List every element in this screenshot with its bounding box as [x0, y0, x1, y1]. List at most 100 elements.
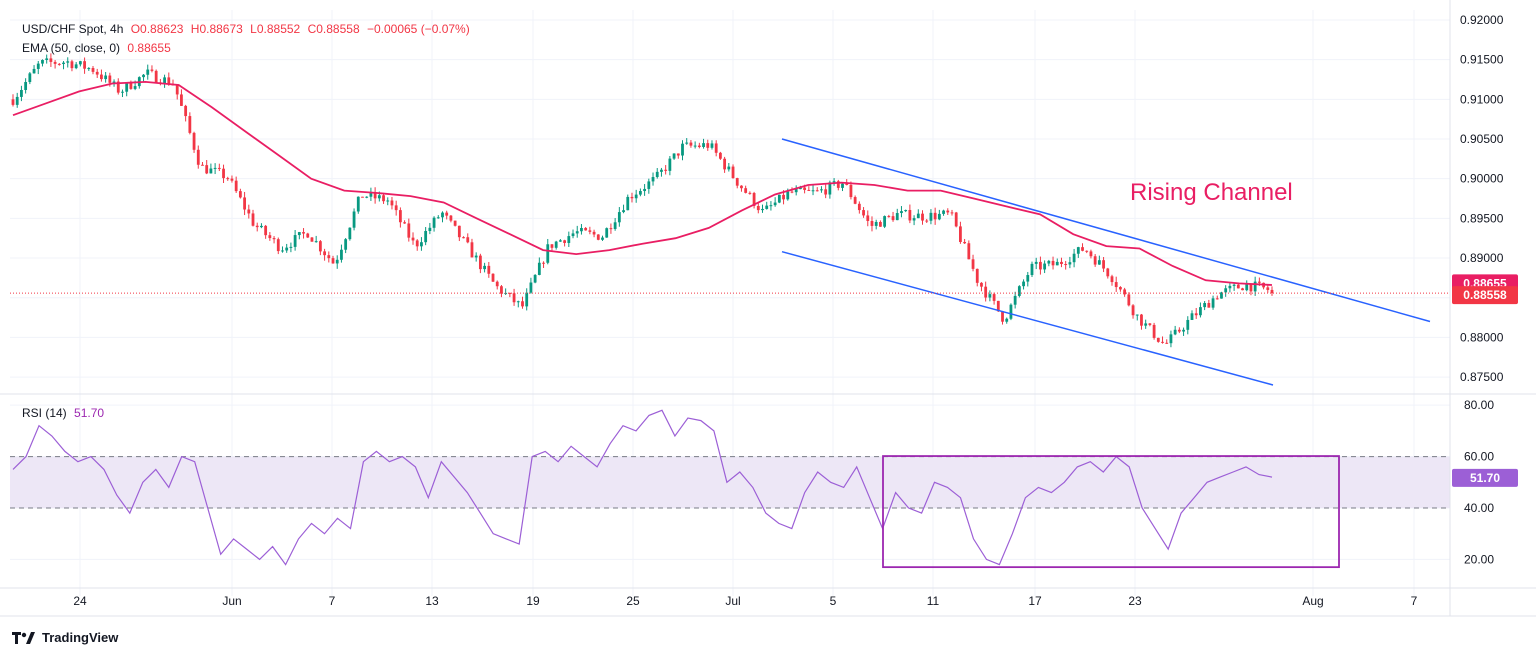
candle-body	[184, 105, 188, 117]
candle-body	[1106, 268, 1110, 277]
candle-body	[175, 84, 179, 95]
candle-body	[567, 236, 571, 243]
candle-body	[49, 58, 53, 62]
candle-body	[167, 77, 171, 85]
candle-body	[643, 188, 647, 192]
candle-body	[24, 82, 28, 90]
candle-body	[57, 63, 61, 65]
candle-body	[1215, 298, 1219, 300]
last-price-tag: 0.88558	[1463, 288, 1507, 302]
x-tick-label: 7	[1411, 594, 1418, 608]
axes: 24 Jun 7 13 19 25 Jul 5 11 17 23 Aug 7 0.92000 0.91500…	[0, 0, 1536, 617]
candle-body	[1085, 250, 1089, 252]
symbol-title[interactable]: USD/CHF Spot, 4h	[22, 22, 124, 36]
candle-body	[1110, 276, 1114, 283]
candle-body	[121, 91, 124, 93]
candle-body	[289, 246, 293, 248]
candle-body	[857, 203, 861, 211]
candle-body	[601, 237, 604, 240]
candle-body	[483, 265, 486, 270]
candle-body	[1034, 261, 1038, 264]
candle-body	[900, 211, 903, 214]
candle-body	[209, 168, 213, 174]
candle-body	[946, 210, 950, 213]
candle-body	[664, 169, 668, 171]
candle-body	[723, 158, 727, 170]
candle-body	[811, 190, 815, 192]
candle-body	[436, 217, 440, 219]
candle-body	[1169, 334, 1173, 344]
candle-body	[91, 68, 95, 72]
candle-body	[891, 216, 895, 221]
candle-body	[546, 244, 550, 263]
candle-body	[904, 209, 908, 212]
rsi-band-fill	[10, 456, 1450, 508]
candle-body	[462, 237, 465, 239]
candle-body	[1253, 281, 1257, 292]
candle-body	[382, 195, 385, 202]
tradingview-logo[interactable]: TradingView	[12, 630, 118, 645]
candle-body	[1194, 313, 1198, 316]
ema-label[interactable]: EMA (50, close, 0)	[22, 41, 121, 55]
candle-body	[916, 213, 920, 219]
candle-body	[1232, 284, 1236, 286]
candle-body	[756, 205, 760, 211]
rsi-label[interactable]: RSI (14)	[22, 406, 67, 420]
candle-body	[1097, 260, 1101, 265]
candle-body	[584, 227, 588, 231]
candle-body	[1064, 264, 1068, 266]
candle-body	[234, 180, 238, 192]
candle-body	[125, 82, 129, 92]
candle-body	[230, 178, 234, 181]
channel-annotation: Rising Channel	[1130, 179, 1293, 206]
candle-body	[655, 171, 659, 178]
candle-body	[180, 94, 183, 106]
x-tick-label: 24	[73, 594, 87, 608]
y-tick-label: 0.91000	[1460, 92, 1504, 106]
candle-body	[803, 187, 807, 190]
candle-body	[344, 239, 348, 250]
candle-body	[386, 200, 390, 202]
candle-body	[1093, 256, 1097, 265]
x-tick-label: Aug	[1302, 594, 1323, 608]
candle-body	[786, 191, 790, 200]
candle-body	[887, 216, 891, 218]
y-tick-label: 0.90000	[1460, 172, 1504, 186]
ema-value: 0.88655	[127, 41, 171, 55]
candle-body	[1186, 319, 1190, 330]
candle-body	[714, 143, 718, 153]
candle-body	[1022, 281, 1025, 287]
candle-body	[146, 69, 150, 75]
candle-body	[323, 251, 326, 256]
candle-body	[276, 239, 280, 252]
candle-body	[824, 189, 828, 195]
candle-body	[1127, 294, 1131, 306]
candle-body	[605, 228, 609, 238]
candle-body	[272, 238, 276, 240]
candle-body	[984, 286, 988, 298]
candle-body	[820, 189, 823, 191]
candle-body	[971, 259, 975, 269]
candle-body	[306, 233, 310, 238]
candle-body	[895, 213, 899, 221]
candle-body	[685, 142, 689, 144]
ema-path	[12, 80, 1273, 286]
rsi-tick-label: 40.00	[1464, 501, 1494, 515]
rsi-tick-label: 60.00	[1464, 450, 1494, 464]
candle-body	[1257, 281, 1261, 283]
candle-body	[394, 205, 398, 211]
chart-header: USD/CHF Spot, 4h O0.88623 H0.88673 L0.88…	[22, 22, 474, 36]
close-value: C0.88558	[307, 22, 360, 36]
candle-body	[1123, 289, 1127, 295]
candle-body	[718, 152, 722, 159]
candle-body	[348, 227, 352, 240]
candle-body	[314, 241, 318, 243]
candle-body	[1207, 303, 1211, 308]
candle-body	[596, 234, 600, 240]
candle-body	[1009, 304, 1013, 319]
candle-body	[268, 235, 272, 239]
candle-body	[20, 89, 23, 97]
candle-body	[129, 82, 133, 89]
